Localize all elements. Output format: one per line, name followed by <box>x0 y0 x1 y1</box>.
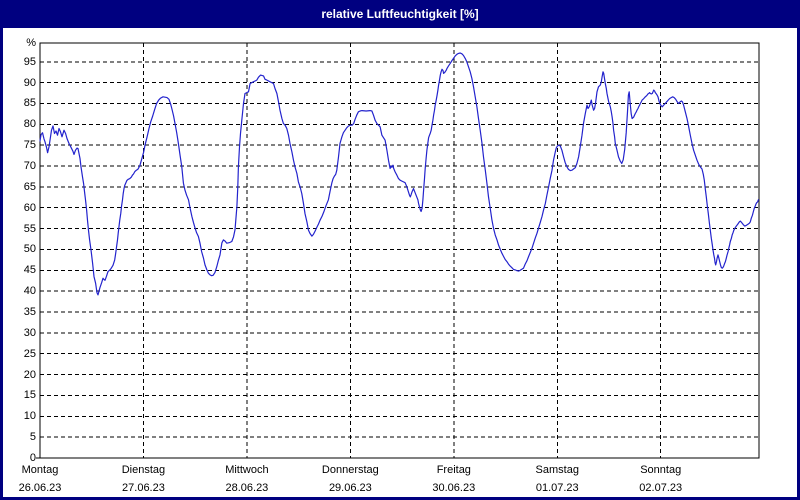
day-date-label: 27.06.23 <box>122 482 165 494</box>
title-bar: relative Luftfeuchtigkeit [%] <box>0 0 800 28</box>
plot-border <box>39 42 760 459</box>
y-tick-label: 85 <box>23 97 36 110</box>
y-tick-label: 55 <box>23 222 36 235</box>
y-tick-label: 5 <box>29 431 36 444</box>
y-tick-label: 90 <box>23 76 36 89</box>
y-tick-label: 75 <box>23 139 36 152</box>
y-tick-label: 35 <box>23 306 36 319</box>
day-date-label: 30.06.23 <box>432 482 476 494</box>
y-tick-label: 60 <box>23 201 36 214</box>
y-tick-label: 40 <box>23 285 36 298</box>
day-name-label: Mittwoch <box>225 464 269 476</box>
y-tick-label: 25 <box>23 347 36 360</box>
day-date-label: 29.06.23 <box>328 482 372 494</box>
day-date-label: 28.06.23 <box>225 482 269 494</box>
y-axis-unit-label: % <box>26 37 36 49</box>
y-tick-label: 20 <box>23 368 36 381</box>
day-name-label: Montag <box>21 464 59 476</box>
day-name-label: Donnerstag <box>321 464 379 476</box>
day-name-label: Dienstag <box>121 464 166 476</box>
y-tick-label: 65 <box>23 180 36 193</box>
day-date-label: 02.07.23 <box>639 482 683 494</box>
y-tick-label: 45 <box>23 264 36 277</box>
y-tick-label: 0 <box>29 452 36 464</box>
y-tick-label: 95 <box>23 55 36 68</box>
y-tick-label: 70 <box>23 160 36 173</box>
day-name-label: Samstag <box>535 464 579 476</box>
chart-title: relative Luftfeuchtigkeit [%] <box>321 7 479 21</box>
y-tick-label: 30 <box>23 326 36 339</box>
day-date-label: 26.06.23 <box>18 482 62 494</box>
day-name-label: Freitag <box>436 464 471 476</box>
y-tick-label: 80 <box>23 118 36 131</box>
day-name-label: Sonntag <box>640 464 682 476</box>
y-tick-label: 10 <box>23 410 36 423</box>
day-date-label: 01.07.23 <box>535 482 579 494</box>
humidity-series-line <box>39 52 760 296</box>
y-tick-label: 15 <box>23 389 36 402</box>
y-tick-label: 50 <box>23 243 36 256</box>
chart-background <box>3 28 797 497</box>
